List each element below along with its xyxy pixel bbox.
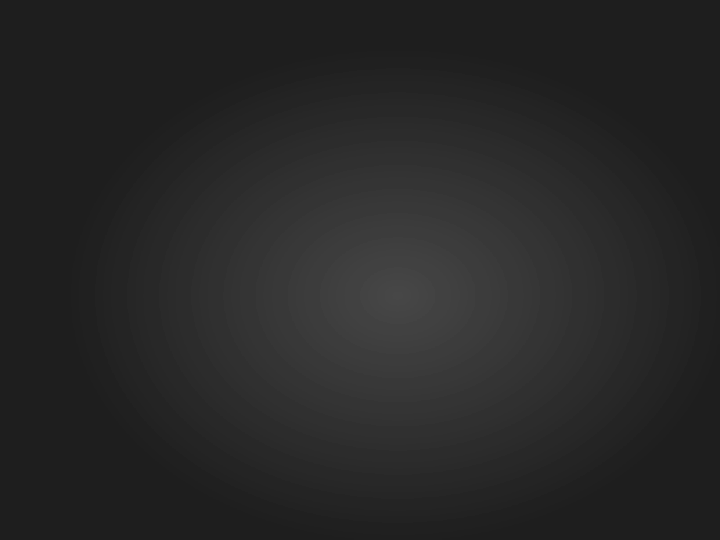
Text: $\mathbf{I_1}$: $\mathbf{I_1}$ (369, 249, 391, 275)
Text: •  Iₜ=I₁+I₂+I₃+…………: • Iₜ=I₁+I₂+I₃+………… (121, 408, 464, 437)
Text: $\mathbf{I_3}$: $\mathbf{I_3}$ (484, 249, 505, 275)
Text: $\mathbf{I_t}$: $\mathbf{I_t}$ (312, 231, 335, 260)
Text: •  For a parallel circuit the total current
    flowing into a connection must e: • For a parallel circuit the total curre… (121, 114, 720, 256)
Text: $\mathbf{I_2}$: $\mathbf{I_2}$ (427, 249, 448, 275)
